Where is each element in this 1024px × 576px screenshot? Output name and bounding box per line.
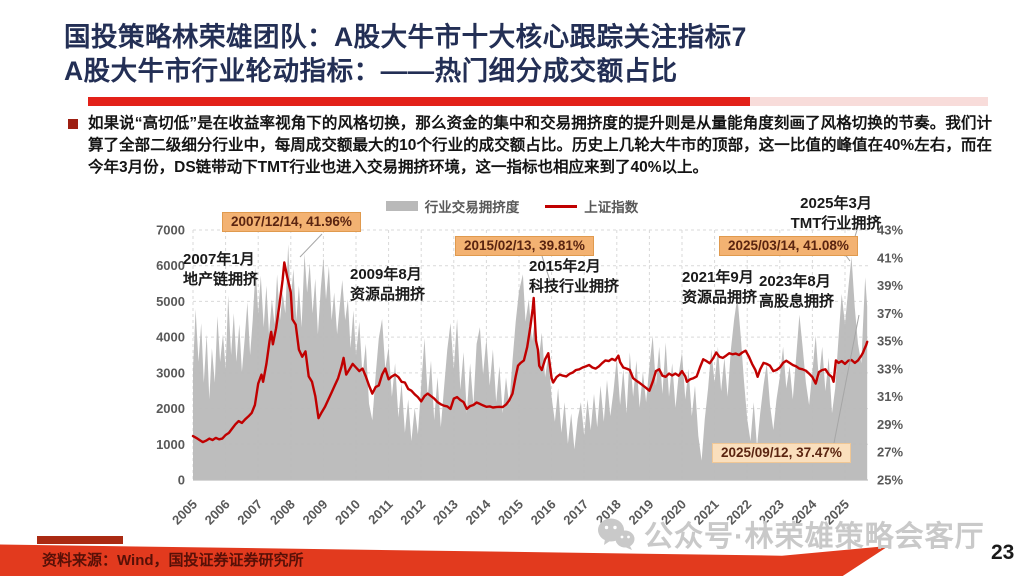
legend-item-congestion: 行业交易拥挤度 — [385, 196, 520, 216]
svg-text:2009: 2009 — [299, 497, 330, 528]
legend-label-index: 上证指数 — [584, 200, 639, 215]
svg-text:2017: 2017 — [560, 497, 591, 528]
svg-text:2015: 2015 — [495, 497, 526, 528]
bullet-square-icon — [68, 119, 78, 129]
title-line-1: 国投策略林荣雄团队：A股大牛市十大核心跟踪关注指标7 — [64, 22, 747, 52]
callout-2025-sept-value: 2025/09/12, 37.47% — [712, 443, 851, 463]
svg-text:31%: 31% — [877, 389, 903, 404]
legend-label-congestion: 行业交易拥挤度 — [424, 200, 520, 215]
label-2021-resources: 2021年9月 资源品拥挤 — [682, 269, 758, 306]
svg-text:41%: 41% — [877, 250, 903, 265]
title-underline — [88, 97, 750, 106]
svg-text:6000: 6000 — [156, 258, 185, 273]
svg-text:43%: 43% — [877, 223, 903, 238]
svg-text:2013: 2013 — [430, 497, 461, 528]
svg-text:2006: 2006 — [202, 497, 233, 528]
svg-text:2010: 2010 — [332, 497, 363, 528]
svg-text:7000: 7000 — [156, 223, 185, 238]
legend-item-index: 上证指数 — [545, 196, 638, 216]
title-underline-fade — [750, 97, 988, 106]
page-number: 23 — [991, 541, 1015, 564]
svg-text:2007: 2007 — [234, 497, 265, 528]
watermark-text: 公众号·林荣雄策略会客厅 — [644, 521, 985, 553]
label-2007-property: 2007年1月 地产链拥挤 — [183, 251, 259, 288]
summary-text: 如果说“高切低”是在收益率视角下的风格切换，那么资金的集中和交易拥挤度的提升则是… — [88, 115, 992, 176]
svg-text:3000: 3000 — [156, 365, 185, 380]
svg-text:27%: 27% — [877, 445, 903, 460]
svg-text:4000: 4000 — [156, 330, 185, 345]
svg-text:33%: 33% — [877, 361, 903, 376]
svg-text:2011: 2011 — [365, 497, 396, 528]
svg-text:5000: 5000 — [156, 294, 185, 309]
svg-text:25%: 25% — [877, 473, 903, 488]
summary-paragraph: 如果说“高切低”是在收益率视角下的风格切换，那么资金的集中和交易拥挤度的提升则是… — [64, 113, 992, 179]
callout-2025-march-peak: 2025/03/14, 41.08% — [719, 236, 858, 256]
svg-text:2016: 2016 — [528, 497, 559, 528]
svg-text:2014: 2014 — [462, 496, 494, 528]
svg-text:1000: 1000 — [156, 437, 185, 452]
svg-text:35%: 35% — [877, 334, 903, 349]
chart-legend: 行业交易拥挤度 上证指数 — [0, 196, 1024, 216]
label-2015-tech: 2015年2月 科技行业拥挤 — [529, 258, 620, 295]
svg-text:2005: 2005 — [169, 497, 200, 528]
svg-text:29%: 29% — [877, 417, 903, 432]
svg-text:37%: 37% — [877, 306, 903, 321]
label-2025-tmt: 2025年3月 TMT行业拥挤 — [790, 195, 882, 232]
svg-text:39%: 39% — [877, 278, 903, 293]
wechat-icon — [598, 518, 635, 550]
title-line-2: A股大牛市行业轮动指标：——热门细分成交额占比 — [64, 56, 678, 87]
label-2009-resources: 2009年8月 资源品拥挤 — [350, 266, 426, 303]
svg-text:0: 0 — [178, 473, 185, 488]
callout-2007-peak: 2007/12/14, 41.96% — [222, 212, 361, 232]
svg-text:2000: 2000 — [156, 401, 185, 416]
callout-2015-peak: 2015/02/13, 39.81% — [455, 236, 594, 256]
line-swatch-icon — [545, 204, 578, 208]
area-swatch-icon — [385, 201, 418, 211]
footer-accent-tab — [37, 536, 123, 544]
svg-text:2008: 2008 — [267, 497, 298, 528]
watermark: 公众号·林荣雄策略会客厅 — [596, 513, 985, 555]
label-2023-dividend: 2023年8月 高股息拥挤 — [759, 273, 835, 310]
source-attribution: 资料来源：Wind，国投证券证券研究所 — [42, 552, 304, 569]
svg-text:2012: 2012 — [397, 497, 428, 528]
page-title: 国投策略林荣雄团队：A股大牛市十大核心跟踪关注指标7 A股大牛市行业轮动指标：—… — [64, 20, 994, 89]
